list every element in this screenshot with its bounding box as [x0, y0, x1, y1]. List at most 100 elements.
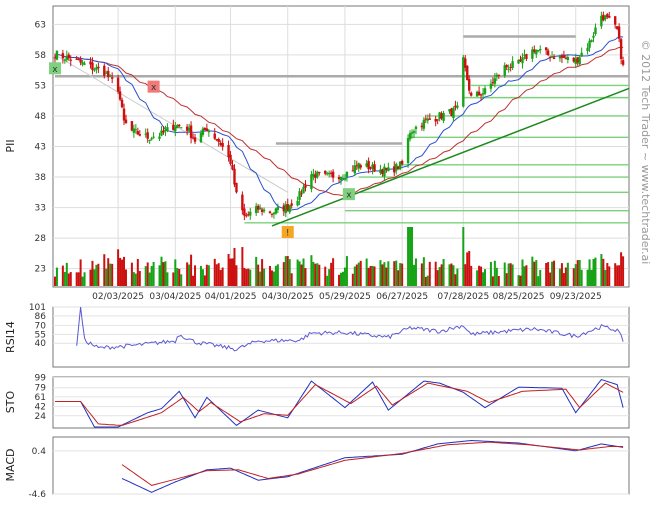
volume-bar: [328, 269, 331, 286]
volume-bar: [164, 261, 167, 286]
volume-bar: [594, 257, 597, 286]
candle-body: [428, 118, 431, 120]
candle-body: [420, 125, 424, 128]
volume-bar: [412, 264, 415, 286]
candle-body: [284, 204, 287, 214]
candle-body: [97, 66, 100, 69]
volume-bar: [332, 258, 335, 286]
volume-bar: [324, 266, 327, 286]
volume-bar: [312, 261, 315, 286]
volume-bar: [523, 266, 526, 286]
volume-bar: [89, 269, 92, 286]
candle-body: [343, 178, 347, 180]
candle-body: [345, 171, 349, 178]
candle-body: [221, 143, 224, 147]
candle-body: [578, 57, 581, 65]
candle-body: [262, 209, 266, 212]
volume-bar: [105, 268, 108, 286]
candle-body: [91, 62, 94, 70]
x-tick-label: 09/23/2025: [550, 292, 602, 302]
candle-body: [371, 164, 374, 169]
candle-body: [400, 160, 404, 165]
candle-body: [107, 70, 110, 77]
volume-bar: [235, 265, 238, 286]
volume-bar: [245, 269, 248, 286]
indicator-y-tick: 55: [35, 330, 46, 340]
volume-bar: [107, 258, 110, 286]
volume-bar: [192, 275, 195, 286]
indicator-y-tick: 70: [35, 321, 47, 331]
candle-body: [531, 49, 534, 59]
signal-marker-label: x: [52, 65, 58, 75]
volume-bar: [55, 267, 58, 286]
candle-body: [268, 211, 272, 214]
volume-bar: [117, 249, 120, 286]
candle-body: [318, 172, 321, 174]
volume-bar: [345, 256, 348, 286]
signal-marker-label: !: [286, 229, 290, 239]
candle-body: [424, 118, 428, 120]
indicator-y-tick: 99: [35, 374, 47, 384]
candle-body: [398, 161, 402, 170]
volume-bar: [65, 262, 68, 286]
price-y-tick: 43: [35, 143, 46, 153]
candle-body: [519, 59, 522, 61]
symbol-label: PII: [4, 139, 17, 152]
candle-body: [562, 55, 566, 58]
candle-body: [93, 69, 96, 71]
candle-body: [438, 112, 441, 120]
candle-body: [337, 177, 341, 180]
candle-body: [327, 172, 331, 175]
volume-bar: [276, 264, 279, 286]
volume-bar: [199, 265, 202, 286]
volume-bar: [150, 266, 153, 286]
volume-bar: [130, 262, 133, 286]
candle-body: [608, 15, 611, 18]
volume-bar: [493, 260, 496, 286]
candle-body: [493, 78, 497, 84]
candle-body: [613, 16, 617, 25]
candle-body: [144, 133, 147, 135]
candle-body: [298, 191, 301, 200]
volume-bar: [562, 273, 565, 286]
candle-body: [385, 168, 388, 170]
candle-body: [479, 94, 483, 96]
candle-body: [316, 171, 319, 178]
indicator-y-tick: 61: [35, 393, 46, 403]
signal-marker: [281, 226, 294, 239]
volume-bar: [205, 264, 208, 286]
volume-bar: [261, 259, 264, 286]
candle-body: [339, 176, 343, 181]
volume-bar: [75, 272, 78, 286]
candle-body: [381, 169, 384, 175]
volume-bar: [409, 227, 412, 286]
candle-body: [393, 166, 396, 173]
volume-bar: [618, 265, 621, 286]
volume-bar: [83, 272, 86, 286]
watermark: © 2012 Tech Trader ~ www.techtrader.ai: [639, 40, 652, 265]
volume-bar: [296, 259, 299, 286]
volume-bar: [188, 264, 191, 286]
volume-bar: [241, 247, 244, 286]
candle-body: [256, 205, 260, 210]
candle-body: [383, 166, 386, 177]
candle-body: [483, 88, 487, 94]
volume-bar: [553, 260, 556, 286]
volume-bar: [564, 267, 567, 286]
indicator-line: [121, 441, 624, 486]
price-y-tick: 63: [35, 20, 46, 30]
candle-body: [491, 82, 495, 84]
volume-bar: [249, 269, 252, 286]
volume-bar: [160, 256, 163, 286]
volume-bar: [359, 260, 362, 286]
volume-bar: [97, 263, 100, 286]
volume-bars: [53, 227, 625, 286]
volume-bar: [395, 260, 398, 286]
volume-bar: [217, 263, 220, 286]
volume-bar: [148, 272, 151, 286]
volume-bar: [190, 254, 193, 286]
candle-body: [481, 93, 485, 95]
indicator-y-tick: 40: [35, 339, 47, 349]
macd-gridlines: -4.6 0.4: [28, 447, 629, 500]
candle-body: [213, 133, 216, 139]
